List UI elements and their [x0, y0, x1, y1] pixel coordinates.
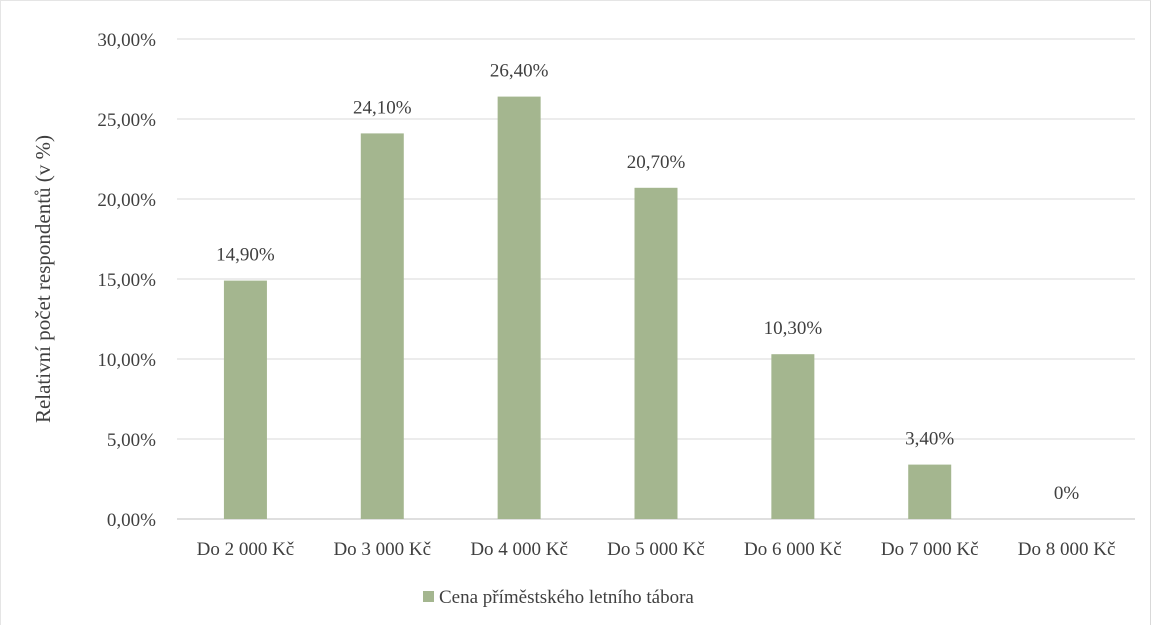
y-axis-title: Relativní počet respondentů (v %) — [31, 135, 55, 423]
legend: Cena příměstského letního tábora — [423, 587, 694, 608]
data-label: 26,40% — [490, 61, 549, 82]
data-label: 3,40% — [905, 429, 954, 450]
y-tick-label: 15,00% — [97, 270, 156, 291]
data-label: 20,70% — [627, 152, 686, 173]
x-tick-label: Do 5 000 Kč — [607, 539, 705, 560]
y-axis-ticks: 0,00% 5,00% 10,00% 15,00% 20,00% 25,00% 30,00% — [97, 30, 156, 531]
bar — [634, 187, 678, 520]
bars — [223, 96, 952, 520]
data-label: 10,30% — [764, 318, 823, 339]
legend-swatch — [423, 591, 434, 602]
x-tick-label: Do 4 000 Kč — [470, 539, 568, 560]
y-tick-label: 5,00% — [107, 430, 156, 451]
y-tick-label: 0,00% — [107, 510, 156, 531]
y-tick-label: 25,00% — [97, 110, 156, 131]
bar — [908, 464, 952, 519]
data-label: 24,10% — [353, 97, 412, 118]
legend-label: Cena příměstského letního tábora — [439, 587, 694, 608]
data-label: 0% — [1054, 483, 1080, 504]
x-tick-label: Do 7 000 Kč — [881, 539, 979, 560]
bar — [223, 280, 267, 519]
x-axis-ticks: Do 2 000 Kč Do 3 000 Kč Do 4 000 Kč Do 5 00… — [197, 539, 1116, 560]
data-label: 14,90% — [216, 245, 275, 266]
y-tick-label: 20,00% — [97, 190, 156, 211]
x-tick-label: Do 8 000 Kč — [1018, 539, 1116, 560]
bar — [771, 354, 815, 519]
x-tick-label: Do 2 000 Kč — [197, 539, 295, 560]
y-tick-label: 30,00% — [97, 30, 156, 51]
x-tick-label: Do 6 000 Kč — [744, 539, 842, 560]
y-tick-label: 10,00% — [97, 350, 156, 371]
bar — [360, 133, 404, 519]
bar — [497, 96, 541, 519]
x-tick-label: Do 3 000 Kč — [333, 539, 431, 560]
data-labels: 14,90% 24,10% 26,40% 20,70% 10,30% 3,40% 0% — [216, 61, 1079, 504]
